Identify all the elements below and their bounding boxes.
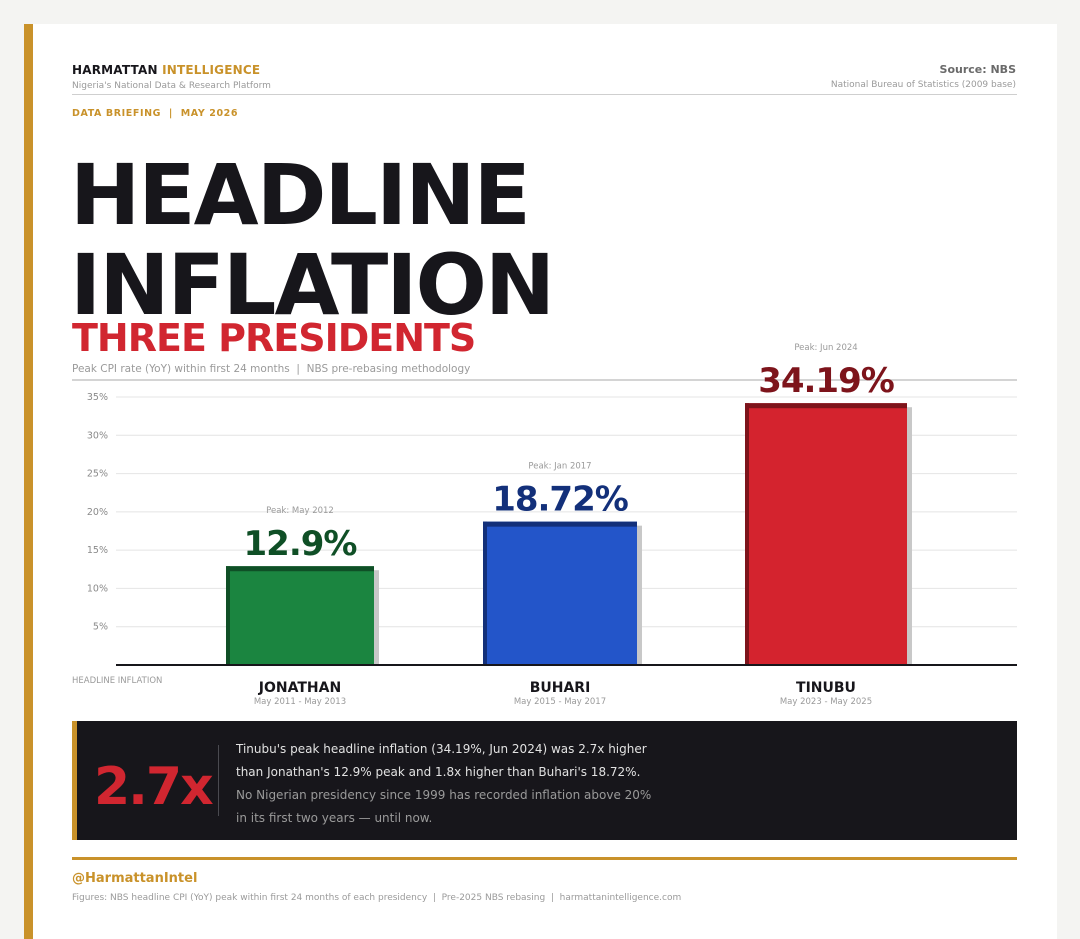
callout-line-4: in its first two years — until now. [236,811,433,825]
callout-accent-bar [72,721,77,840]
bar-top-edge [226,566,374,572]
bar-top-edge [483,521,637,527]
y-tick-label: 20% [87,507,108,518]
value-label: 18.72% [492,480,628,520]
title-line-2: INFLATION [70,236,555,334]
chart-bars [226,403,912,665]
callout-multiplier: 2.7x [94,757,214,817]
chart-subtitle: Peak CPI rate (YoY) within first 24 mont… [72,363,471,375]
page-subtitle: THREE PRESIDENTS [72,316,476,360]
bar-top-edge [745,403,907,409]
brand-name-part2: INTELLIGENCE [162,63,261,77]
footer-divider [72,857,1017,860]
bar-left-edge [483,521,487,665]
y-tick-label: 30% [87,430,108,441]
value-label: 34.19% [758,361,894,401]
period-label: May 2015 - May 2017 [514,697,606,707]
bar-buhari [483,521,637,665]
page-title: HEADLINE INFLATION [70,146,555,334]
callout-text: Tinubu's peak headline inflation (34.19%… [236,738,996,830]
briefing-date: DATA BRIEFING | MAY 2026 [72,108,239,119]
brand-logo: HARMATTAN INTELLIGENCE [72,63,260,77]
bar-chart: 5% 10% 15% 20% 25% 30% 35% 12.9% Peak: May 2012… [87,343,1017,707]
callout-panel: 2.7x Tinubu's peak headline inflation (3… [72,721,1017,840]
brand-tagline: Nigeria's National Data & Research Platf… [72,81,271,91]
chart-top-divider [72,379,1017,381]
category-label: TINUBU [796,680,856,696]
bar-tinubu [745,403,907,665]
left-accent-bar [24,24,33,939]
period-label: May 2023 - May 2025 [780,697,872,707]
peak-label: Peak: Jan 2017 [528,462,591,472]
social-handle: @HarmattanIntel [72,871,198,886]
y-tick-label: 10% [87,583,108,594]
category-label: JONATHAN [258,680,341,696]
y-tick-label: 15% [87,545,108,556]
y-tick-label: 35% [87,392,108,403]
brand-name-part1: HARMATTAN [72,63,158,77]
value-label: 12.9% [244,524,357,564]
period-label: May 2011 - May 2013 [254,697,346,707]
peak-label: Peak: Jun 2024 [794,343,857,353]
source-label: Source: NBS [939,63,1016,76]
source-detail: National Bureau of Statistics (2009 base… [830,80,1016,90]
peak-label: Peak: May 2012 [266,506,334,516]
callout-line-2: than Jonathan's 12.9% peak and 1.8x high… [236,765,641,779]
title-line-1: HEADLINE [70,146,531,244]
y-tick-label: 5% [93,622,108,633]
y-tick-label: 25% [87,469,108,480]
callout-line-1: Tinubu's peak headline inflation (34.19%… [236,742,647,756]
callout-divider [218,745,219,816]
chart-y-ticks: 5% 10% 15% 20% 25% 30% 35% [87,392,108,633]
axis-caption: HEADLINE INFLATION [72,676,163,686]
header-divider [72,94,1017,95]
callout-line-3: No Nigerian presidency since 1999 has re… [236,788,652,802]
bar-left-edge [745,403,749,665]
category-label: BUHARI [530,680,591,696]
bar-left-edge [226,566,230,665]
bar-jonathan [226,566,374,665]
footnote: Figures: NBS headline CPI (YoY) peak wit… [72,893,682,903]
